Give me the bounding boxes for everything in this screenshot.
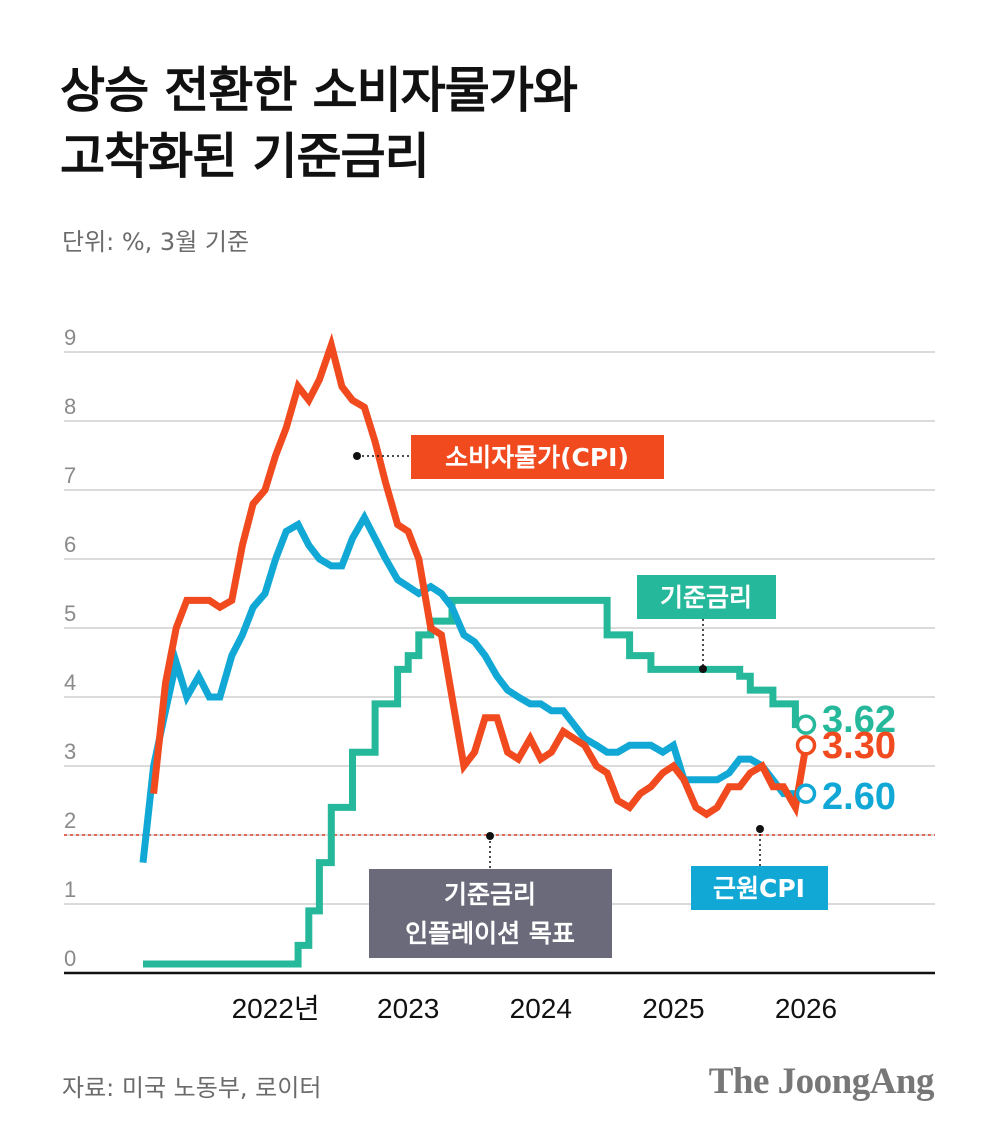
- y-tick-label: 3: [64, 739, 76, 764]
- rate-end-value: 3.62: [822, 699, 896, 741]
- y-tick-label: 6: [64, 532, 76, 557]
- target-label-box: [369, 869, 612, 958]
- x-tick-label: 2026: [775, 993, 837, 1024]
- target-leader-dot: [486, 832, 494, 840]
- x-axis-ticks: 2022년 2023 2024 2025 2026: [232, 993, 838, 1024]
- cpi-label: 소비자물가(CPI): [445, 443, 629, 472]
- y-tick-label: 9: [64, 325, 76, 350]
- core-leader-dot: [756, 825, 764, 833]
- y-tick-label: 8: [64, 394, 76, 419]
- core-end-value: 2.60: [822, 776, 896, 818]
- rate-label: 기준금리: [660, 583, 752, 612]
- rate-series-line: [143, 596, 806, 968]
- core-series-line: [139, 510, 806, 863]
- rate-label-box: [637, 575, 776, 619]
- series-group: [139, 332, 810, 968]
- core-end-marker: [795, 783, 817, 804]
- y-tick-label: 2: [64, 808, 76, 833]
- y-tick-label: 0: [64, 946, 76, 971]
- brand-logo: The JoongAng: [708, 1061, 935, 1102]
- x-tick-label: 2025: [642, 993, 704, 1024]
- end-markers: 3.623.30 2.60: [795, 699, 896, 818]
- target-label-line-1: 기준금리: [444, 880, 536, 909]
- y-tick-label: 7: [64, 463, 76, 488]
- cpi-end-marker: [795, 735, 817, 756]
- y-tick-label: 4: [64, 670, 76, 695]
- x-tick-label: 2022년: [232, 993, 320, 1024]
- cpi-leader-dot: [353, 452, 361, 460]
- title-line-2: 고착화된 기준금리: [60, 128, 430, 185]
- y-tick-label: 1: [64, 877, 76, 902]
- annotations: 소비자물가(CPI) 기준금리 근원CPI 기준금리 인플레이션 목표: [353, 435, 828, 958]
- x-tick-label: 2023: [377, 993, 439, 1024]
- y-tick-label: 5: [64, 601, 76, 626]
- rate-end-marker: [795, 714, 817, 735]
- target-label-line-2: 인플레이션 목표: [405, 919, 575, 948]
- gridlines: [64, 351, 935, 905]
- source-note: 자료: 미국 노동부, 로이터: [62, 1074, 322, 1102]
- y-axis-ticks: 0 1 2 3 4 5 6 7 8 9: [64, 325, 76, 971]
- rate-leader-dot: [699, 665, 707, 673]
- title-line-1: 상승 전환한 소비자물가와: [60, 62, 578, 119]
- cpi-series-line: [150, 332, 810, 819]
- cpi-end-value: 3.30: [822, 725, 896, 767]
- core-label-box: [691, 866, 828, 910]
- unit-label: 단위: %, 3월 기준: [62, 228, 250, 256]
- cpi-label-box: [411, 435, 664, 479]
- x-tick-label: 2024: [510, 993, 572, 1024]
- chart-title: 상승 전환한 소비자물가와 고착화된 기준금리: [60, 58, 860, 190]
- core-label: 근원CPI: [713, 874, 805, 903]
